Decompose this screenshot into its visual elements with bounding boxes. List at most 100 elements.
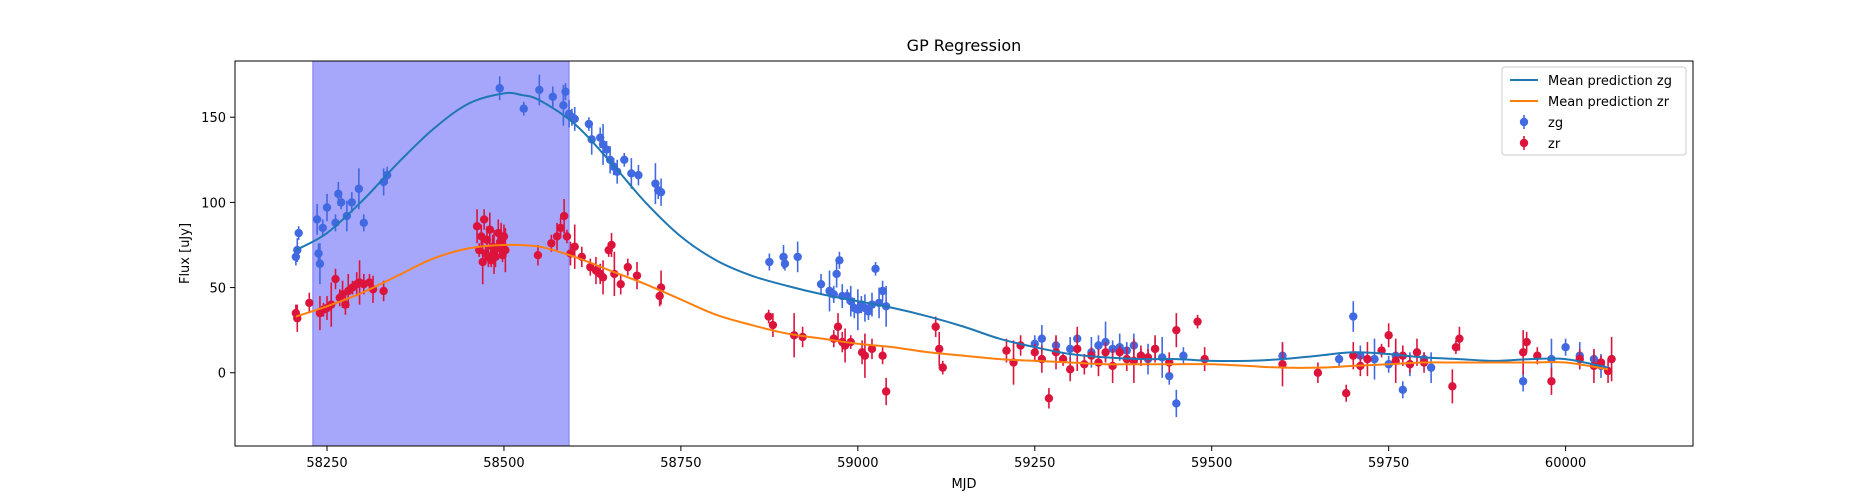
data-point-zr xyxy=(881,387,891,396)
data-point-zg xyxy=(1065,344,1075,354)
data-point-zg xyxy=(1037,334,1047,343)
data-point-zg xyxy=(294,228,303,238)
data-point-zg xyxy=(864,307,873,316)
data-point-zr xyxy=(860,351,870,360)
highlight-region xyxy=(312,60,570,447)
data-point-zr xyxy=(1172,325,1181,335)
data-point-zg xyxy=(765,257,774,267)
data-point-zr xyxy=(1518,348,1528,357)
series-zr xyxy=(291,198,1616,409)
data-point-zr xyxy=(1002,346,1011,355)
x-tick-label: 59250 xyxy=(1014,456,1055,471)
data-point-zg xyxy=(878,286,887,296)
data-point-zg xyxy=(347,198,356,207)
data-point-zg xyxy=(519,104,528,113)
x-tick-label: 58750 xyxy=(660,456,701,471)
data-point-zg xyxy=(318,223,327,233)
data-point-zr xyxy=(598,273,608,282)
data-point-zr xyxy=(533,251,543,260)
legend-item: zg xyxy=(1519,115,1563,131)
data-point-zg xyxy=(312,215,322,224)
legend-item: Mean prediction zr xyxy=(1510,95,1670,110)
data-point-zr xyxy=(935,344,944,354)
data-point-zr xyxy=(485,225,494,234)
data-point-zg xyxy=(354,184,364,193)
data-point-zr xyxy=(331,274,340,284)
data-point-zg xyxy=(359,218,369,228)
data-point-zg xyxy=(1157,353,1167,362)
data-point-zr xyxy=(616,279,625,289)
data-point-zg xyxy=(620,155,629,165)
data-point-zr xyxy=(491,252,500,262)
data-point-zr xyxy=(1278,360,1287,369)
data-point-zg xyxy=(832,269,841,279)
data-point-zg xyxy=(1179,351,1188,360)
data-point-zr xyxy=(1522,337,1531,347)
x-tick-label: 59500 xyxy=(1191,456,1232,471)
data-point-zr xyxy=(1455,334,1464,343)
data-point-zr xyxy=(623,262,633,272)
data-point-zg xyxy=(1398,385,1408,394)
data-point-zr xyxy=(1101,348,1110,357)
axes-frame xyxy=(234,60,1694,447)
x-tick-label: 60000 xyxy=(1545,456,1586,471)
legend-item: Mean prediction zg xyxy=(1510,74,1672,89)
data-point-zr xyxy=(1451,342,1461,352)
data-point-zr xyxy=(655,291,664,301)
data-point-zr xyxy=(570,242,579,251)
data-point-zr xyxy=(1065,365,1075,374)
data-point-zg xyxy=(1518,377,1528,386)
data-point-zr xyxy=(365,278,374,287)
data-point-zg xyxy=(1101,337,1110,347)
data-point-zr xyxy=(768,320,778,330)
data-point-zr xyxy=(1136,351,1146,360)
data-point-zg xyxy=(559,101,568,110)
plot-area: 58250 58500 58750 59000 59250 59500 59750 60000… xyxy=(201,60,1694,471)
legend-label: zg xyxy=(1548,116,1563,131)
data-point-zg xyxy=(315,259,325,268)
data-point-zg xyxy=(656,187,666,197)
data-point-zg xyxy=(816,279,826,289)
data-point-zr xyxy=(1143,353,1153,362)
legend-label: Mean prediction zr xyxy=(1548,95,1670,110)
data-point-zr xyxy=(1193,317,1202,326)
data-point-zr xyxy=(931,322,940,331)
y-tick-label: 100 xyxy=(201,196,226,211)
data-point-zr xyxy=(305,298,314,308)
data-point-zg xyxy=(314,249,323,258)
legend-marker-swatch xyxy=(1519,138,1529,148)
data-point-zr xyxy=(1094,358,1103,367)
data-point-zg xyxy=(871,264,880,274)
data-point-zr xyxy=(552,232,562,241)
data-point-zr xyxy=(1547,377,1556,386)
y-tick-label: 150 xyxy=(201,111,226,126)
data-point-zg xyxy=(1172,399,1181,408)
y-tick-label: 50 xyxy=(209,282,226,297)
data-point-zr xyxy=(1341,388,1351,398)
data-point-zg xyxy=(1426,363,1436,372)
legend-marker-swatch xyxy=(1519,117,1529,127)
x-tick-label: 59750 xyxy=(1368,456,1409,471)
data-point-zg xyxy=(587,135,596,144)
data-point-zr xyxy=(379,286,388,296)
x-axis-label: MJD xyxy=(951,477,976,492)
data-point-zr xyxy=(867,344,877,354)
data-point-zg xyxy=(634,170,643,180)
data-point-zg xyxy=(612,167,622,176)
data-point-zr xyxy=(1200,354,1209,364)
data-point-zg xyxy=(1108,344,1117,354)
data-point-zr xyxy=(833,322,843,331)
data-point-zg xyxy=(602,145,611,154)
data-point-zr xyxy=(764,312,773,321)
data-point-zr xyxy=(1030,348,1039,357)
x-tick-label: 58500 xyxy=(483,456,524,471)
data-point-zg xyxy=(548,92,557,101)
data-point-zg xyxy=(495,84,504,93)
data-point-zr xyxy=(499,232,509,241)
data-point-zg xyxy=(1561,342,1570,352)
data-point-zg xyxy=(1334,354,1344,364)
data-point-zr xyxy=(1384,331,1393,340)
y-tick-label: 0 xyxy=(218,367,226,382)
line-mean-prediction-zr xyxy=(295,243,1609,371)
